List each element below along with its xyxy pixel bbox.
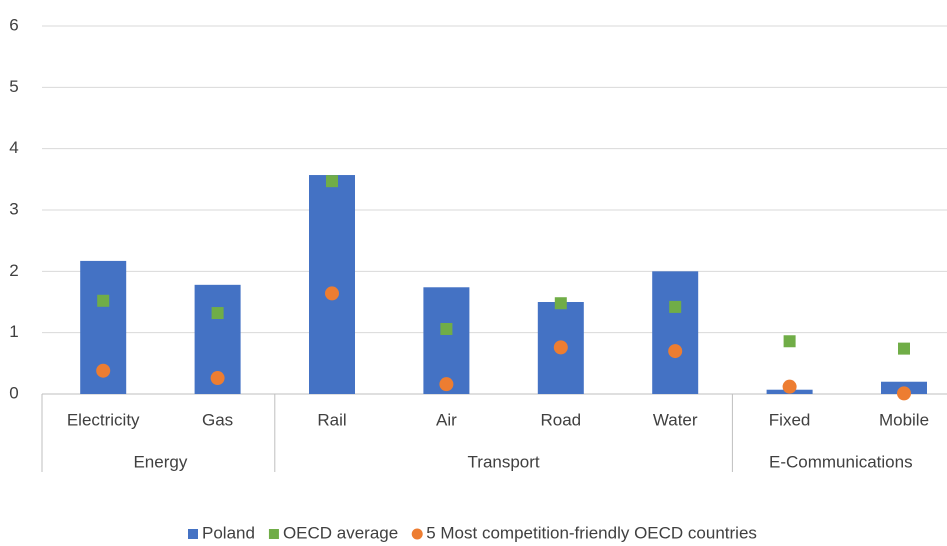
y-tick-label: 5 [9, 77, 18, 96]
y-tick-label: 3 [9, 199, 18, 218]
square-marker [211, 307, 224, 320]
circle-marker [668, 344, 683, 359]
x-tick-label: Fixed [769, 410, 811, 429]
y-tick-label: 6 [9, 15, 18, 34]
legend-swatch [188, 529, 198, 539]
circle-marker [782, 379, 797, 394]
x-tick-label: Electricity [67, 410, 140, 429]
legend-label: 5 Most competition-friendly OECD countri… [426, 523, 757, 542]
square-marker [554, 297, 567, 310]
circle-marker [553, 340, 568, 355]
x-tick-label: Gas [202, 410, 233, 429]
x-tick-label: Rail [317, 410, 346, 429]
circle-marker [897, 386, 911, 401]
circle-marker [325, 286, 339, 301]
legend-swatch [268, 529, 279, 539]
y-tick-label: 1 [9, 322, 18, 341]
legend-label: Poland [202, 523, 255, 542]
square-marker [898, 342, 910, 355]
group-label: Energy [133, 452, 187, 471]
circle-marker [96, 363, 111, 378]
square-marker [326, 175, 338, 188]
legend-swatch [411, 528, 423, 540]
square-marker [97, 294, 110, 307]
x-tick-label: Air [436, 410, 457, 429]
square-marker [440, 322, 453, 335]
square-marker [669, 300, 682, 313]
legend-label: OECD average [283, 523, 398, 542]
x-tick-label: Road [540, 410, 581, 429]
group-label: Transport [468, 452, 540, 471]
square-marker [783, 335, 796, 348]
y-tick-label: 0 [9, 383, 18, 402]
y-tick-label: 2 [9, 261, 18, 280]
circle-marker [439, 377, 454, 392]
bar [652, 271, 699, 394]
y-tick-label: 4 [9, 138, 18, 157]
bar [309, 175, 355, 394]
x-tick-label: Water [653, 410, 698, 429]
group-label: E-Communications [769, 452, 913, 471]
x-tick-label: Mobile [879, 410, 929, 429]
circle-marker [210, 371, 225, 386]
bar [423, 287, 470, 394]
